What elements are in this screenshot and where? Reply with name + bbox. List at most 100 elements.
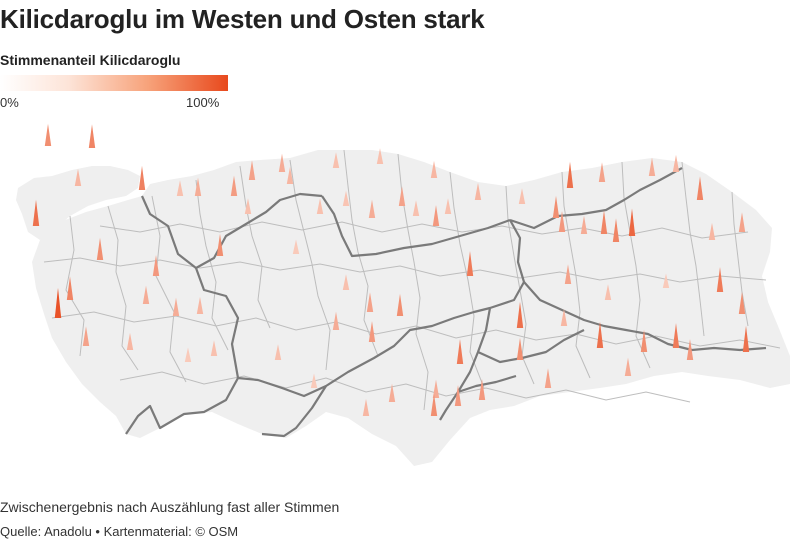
province-spike bbox=[332, 311, 340, 330]
province-spike bbox=[596, 321, 604, 348]
province-spike bbox=[138, 165, 146, 190]
province-spike bbox=[342, 274, 350, 290]
province-spike bbox=[366, 292, 374, 312]
province-spike bbox=[184, 347, 192, 362]
province-spike bbox=[612, 218, 620, 242]
province-spike bbox=[66, 276, 74, 300]
province-spike bbox=[278, 153, 286, 172]
province-spike bbox=[474, 182, 482, 200]
province-spike bbox=[244, 198, 252, 214]
legend-color-bar bbox=[0, 75, 228, 91]
region-border-southeast bbox=[523, 281, 767, 352]
province-spike bbox=[564, 264, 572, 284]
province-spike bbox=[662, 273, 670, 288]
province-spike bbox=[142, 285, 150, 304]
province-spike bbox=[44, 123, 52, 146]
source-line: Quelle: Anadolu • Kartenmaterial: © OSM bbox=[0, 524, 239, 539]
province-spike bbox=[696, 176, 704, 200]
province-spike bbox=[412, 200, 420, 216]
province-spike bbox=[310, 373, 318, 388]
province-spike bbox=[456, 339, 464, 364]
province-spike bbox=[82, 326, 90, 346]
province-spike bbox=[672, 154, 680, 172]
vote-share-spikes bbox=[32, 123, 750, 416]
province-spike bbox=[672, 323, 680, 348]
province-spike bbox=[742, 325, 750, 352]
province-spike bbox=[342, 190, 350, 206]
province-spike bbox=[604, 284, 612, 300]
province-spike bbox=[516, 337, 524, 360]
region-border-aegean bbox=[125, 267, 240, 435]
region-border-east bbox=[509, 167, 683, 230]
province-spike bbox=[248, 160, 256, 180]
province-spike bbox=[230, 175, 238, 196]
footnote: Zwischenergebnis nach Auszählung fast al… bbox=[0, 499, 340, 515]
province-spike bbox=[516, 301, 524, 328]
province-spike bbox=[376, 148, 384, 164]
province-spike bbox=[152, 255, 160, 276]
province-spike bbox=[316, 198, 324, 214]
province-spike bbox=[292, 239, 300, 254]
province-spike bbox=[566, 161, 574, 188]
land-layer bbox=[16, 150, 790, 466]
province-spike bbox=[624, 357, 632, 376]
province-spike bbox=[640, 329, 648, 352]
province-spike bbox=[432, 205, 440, 226]
legend-min-label: 0% bbox=[0, 95, 19, 110]
province-spike bbox=[738, 291, 746, 314]
province-spike bbox=[600, 210, 608, 234]
province-spike bbox=[580, 215, 588, 234]
province-spike bbox=[544, 368, 552, 388]
province-spike bbox=[430, 393, 438, 416]
province-spike bbox=[648, 157, 656, 176]
province-spike bbox=[518, 188, 526, 204]
province-spike bbox=[368, 321, 376, 342]
province-spike bbox=[598, 162, 606, 182]
region-border-southeast-west bbox=[477, 329, 585, 364]
province-spike bbox=[74, 168, 82, 186]
province-spike bbox=[32, 199, 40, 226]
province-spike bbox=[210, 340, 218, 356]
province-spike bbox=[686, 339, 694, 360]
province-spike bbox=[560, 308, 568, 326]
province-spike bbox=[398, 186, 406, 206]
province-spike bbox=[430, 160, 438, 178]
province-spike bbox=[368, 199, 376, 218]
province-spike bbox=[628, 208, 636, 236]
province-spike bbox=[196, 296, 204, 314]
province-spike bbox=[96, 237, 104, 260]
province-spike bbox=[194, 177, 202, 196]
turkey-map bbox=[16, 123, 790, 466]
province-spike bbox=[88, 124, 96, 148]
province-spike bbox=[176, 180, 184, 196]
anatolia-land bbox=[32, 150, 790, 466]
province-spike bbox=[172, 297, 180, 316]
chart-title: Kilicdaroglu im Westen und Osten stark bbox=[0, 4, 485, 34]
province-spike bbox=[738, 212, 746, 232]
region-border-mediterranean bbox=[237, 306, 491, 398]
thrace-land bbox=[16, 166, 140, 240]
province-spike bbox=[216, 233, 224, 256]
province-spike bbox=[708, 222, 716, 240]
province-spike bbox=[54, 287, 62, 318]
province-spike bbox=[478, 379, 486, 400]
legend-title: Stimmenanteil Kilicdaroglu bbox=[0, 52, 181, 68]
region-border-south-coast bbox=[261, 385, 327, 438]
province-spike bbox=[432, 379, 440, 398]
province-spike bbox=[466, 251, 474, 276]
province-spike bbox=[274, 344, 282, 360]
region-border-southeast-south bbox=[457, 374, 517, 394]
region-border-central-west bbox=[321, 195, 511, 258]
province-spike bbox=[332, 152, 340, 168]
province-spike bbox=[388, 383, 396, 402]
province-spike bbox=[552, 195, 560, 218]
province-spike bbox=[716, 267, 724, 292]
province-spike bbox=[362, 398, 370, 416]
legend-max-label: 100% bbox=[186, 95, 220, 110]
province-spike bbox=[558, 211, 566, 232]
province-spike bbox=[286, 166, 294, 184]
province-spike bbox=[126, 332, 134, 350]
province-spike bbox=[454, 385, 462, 406]
province-spike bbox=[444, 198, 452, 214]
region-border-central-east bbox=[439, 219, 526, 421]
